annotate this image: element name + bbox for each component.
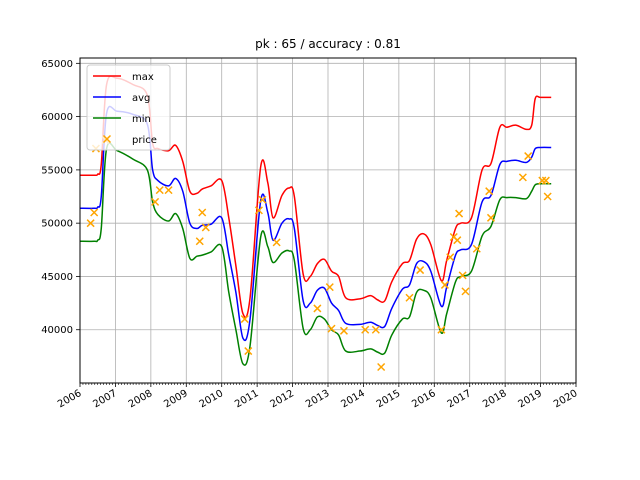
price-point [485, 187, 494, 196]
price-point [455, 209, 464, 218]
y-tick-label: 60000 [41, 112, 73, 123]
price-point [461, 287, 470, 296]
price-point [377, 362, 386, 372]
y-tick-label: 65000 [41, 59, 73, 70]
legend-label-price: price [132, 135, 157, 146]
price-point [524, 152, 533, 161]
y-tick-label: 45000 [41, 272, 73, 283]
price-point [201, 223, 210, 232]
price-point [195, 237, 204, 246]
price-point [371, 325, 380, 334]
price-point [244, 347, 253, 356]
legend-box [86, 64, 171, 151]
y-tick-label: 55000 [41, 165, 73, 176]
legend-label-max: max [132, 72, 154, 83]
legend-marker-price [102, 134, 112, 144]
price-point [543, 192, 552, 201]
y-tick-label: 50000 [41, 219, 73, 230]
price-point [272, 238, 281, 247]
price-point [258, 195, 267, 204]
series-line-min [79, 142, 552, 366]
y-tick-label: 40000 [41, 325, 73, 336]
price-point [472, 244, 481, 253]
price-point [446, 253, 455, 262]
price-point [339, 326, 348, 335]
price-point [453, 236, 462, 245]
series-layer [79, 75, 552, 372]
legend: max avg min price [86, 64, 171, 151]
price-point [151, 197, 160, 206]
price-point [541, 176, 550, 185]
series-line-avg [79, 105, 552, 342]
legend-label-avg: avg [132, 93, 150, 104]
price-point [416, 266, 425, 275]
price-point [538, 176, 547, 185]
price-point [518, 173, 527, 182]
price-point [486, 213, 496, 222]
chart-title: pk : 65 / accuracy : 0.81 [255, 37, 401, 51]
price-point [327, 324, 336, 333]
price-point [240, 315, 249, 324]
price-point [325, 283, 334, 292]
price-point [198, 208, 207, 217]
price-point [155, 186, 164, 195]
price-point [437, 325, 446, 334]
price-point [313, 304, 322, 313]
price-point [86, 219, 95, 228]
series-line-max [79, 75, 552, 319]
price-point [361, 325, 370, 334]
price-point [405, 293, 414, 302]
price-point [254, 206, 263, 215]
price-point [458, 271, 467, 280]
price-point [440, 280, 449, 289]
legend-label-min: min [132, 114, 151, 125]
price-point [164, 186, 173, 195]
price-point [90, 208, 99, 217]
